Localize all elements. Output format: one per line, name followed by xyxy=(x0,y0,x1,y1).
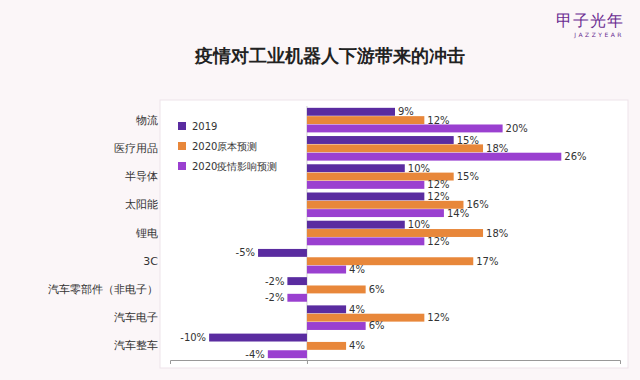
category-label: 半导体 xyxy=(125,170,158,183)
category-label: 物流 xyxy=(136,114,158,127)
data-label: 18% xyxy=(486,228,508,239)
x-axis xyxy=(171,360,621,364)
bar xyxy=(209,334,307,342)
legend-swatch xyxy=(178,122,186,130)
data-label: 15% xyxy=(457,171,479,182)
bar xyxy=(307,164,405,172)
data-label: 20% xyxy=(506,123,528,134)
bar xyxy=(307,314,424,322)
logo: 甲子光年 xyxy=(556,11,624,30)
data-label: 17% xyxy=(476,256,498,267)
bar xyxy=(307,136,454,144)
data-label: 12% xyxy=(427,115,449,126)
bar xyxy=(307,201,464,209)
bar xyxy=(307,266,346,274)
data-label: 26% xyxy=(564,151,586,162)
category-label: 锂电 xyxy=(135,227,158,240)
bar xyxy=(307,209,444,217)
category-label: 太阳能 xyxy=(125,198,158,211)
y-tick: 汽车电子 xyxy=(114,311,158,324)
data-label: -5% xyxy=(236,247,255,258)
legend-label: 2020疫情影响预测 xyxy=(192,161,277,172)
category-label: 3C xyxy=(143,255,158,268)
data-label: 12% xyxy=(427,312,449,323)
y-tick: 锂电 xyxy=(135,227,158,240)
bar xyxy=(287,277,307,285)
data-label: 14% xyxy=(447,208,469,219)
bar xyxy=(307,285,366,293)
bar xyxy=(258,249,307,257)
data-label: -10% xyxy=(180,332,206,343)
data-label: -2% xyxy=(265,292,284,303)
data-label: 12% xyxy=(427,191,449,202)
bar xyxy=(307,192,424,200)
y-tick: 3C xyxy=(143,255,158,268)
y-tick: 汽车零部件（非电子） xyxy=(48,283,158,296)
x-tick xyxy=(307,360,308,364)
legend-item: 2020疫情影响预测 xyxy=(178,161,277,172)
data-label: 4% xyxy=(349,264,365,275)
legend-label: 2020原本预测 xyxy=(192,141,257,152)
category-label: 医疗用品 xyxy=(114,142,158,155)
data-labels: 9% 15% 10% 12% 10% -5% -2% 4% -10% 12% 18% 15% 16% 18… xyxy=(180,106,586,359)
bar xyxy=(307,305,346,313)
legend-swatch xyxy=(178,162,186,170)
bar xyxy=(307,237,424,245)
bar xyxy=(307,221,405,229)
chart: 疫情对工业机器人下游带来的冲击 甲子光年JAZZYEAR 物流医疗用品半导体太阳能锂… xyxy=(0,0,640,380)
data-label: -4% xyxy=(245,349,264,360)
data-label: 18% xyxy=(486,143,508,154)
bar xyxy=(307,181,424,189)
bar xyxy=(307,108,395,116)
data-label: 4% xyxy=(349,340,365,351)
title: 疫情对工业机器人下游带来的冲击 xyxy=(194,45,465,66)
bar xyxy=(307,153,561,161)
y-tick: 医疗用品 xyxy=(114,142,158,155)
category-label: 汽车零部件（非电子） xyxy=(48,283,158,296)
bars xyxy=(209,108,561,358)
category-label: 汽车整车 xyxy=(114,339,158,352)
x-tick-mark xyxy=(307,360,308,364)
bar xyxy=(307,116,424,124)
legend-item: 2019 xyxy=(178,121,217,132)
bar xyxy=(307,257,473,265)
y-tick: 汽车整车 xyxy=(114,339,158,352)
y-tick: 太阳能 xyxy=(125,198,158,211)
data-label: 10% xyxy=(408,219,430,230)
plot-background xyxy=(160,100,628,368)
data-label: 12% xyxy=(427,179,449,190)
data-label: 9% xyxy=(398,106,414,117)
data-label: 10% xyxy=(408,163,430,174)
legend: 2019 2020原本预测 2020疫情影响预测 xyxy=(178,121,277,172)
bar xyxy=(307,342,346,350)
logo-subtitle: JAZZYEAR xyxy=(573,31,624,39)
legend-swatch xyxy=(178,142,186,150)
data-label: 12% xyxy=(427,236,449,247)
y-tick: 物流 xyxy=(136,114,158,127)
data-label: 6% xyxy=(369,284,385,295)
category-label: 汽车电子 xyxy=(114,311,158,324)
data-label: 15% xyxy=(457,135,479,146)
bar xyxy=(307,144,483,152)
y-tick: 半导体 xyxy=(125,170,158,183)
legend-label: 2019 xyxy=(192,121,217,132)
legend-item: 2020原本预测 xyxy=(178,141,257,152)
bar xyxy=(307,124,503,132)
x-axis-line xyxy=(171,361,621,365)
bar xyxy=(287,294,307,302)
y-axis: 物流医疗用品半导体太阳能锂电 3C 汽车零部件（非电子） 汽车电子汽车整车 xyxy=(48,114,158,353)
bar xyxy=(307,322,366,330)
data-label: 6% xyxy=(369,320,385,331)
bar xyxy=(268,350,307,358)
bar xyxy=(307,229,483,237)
data-label: 4% xyxy=(349,304,365,315)
data-label: -2% xyxy=(265,276,284,287)
data-label: 16% xyxy=(466,199,488,210)
